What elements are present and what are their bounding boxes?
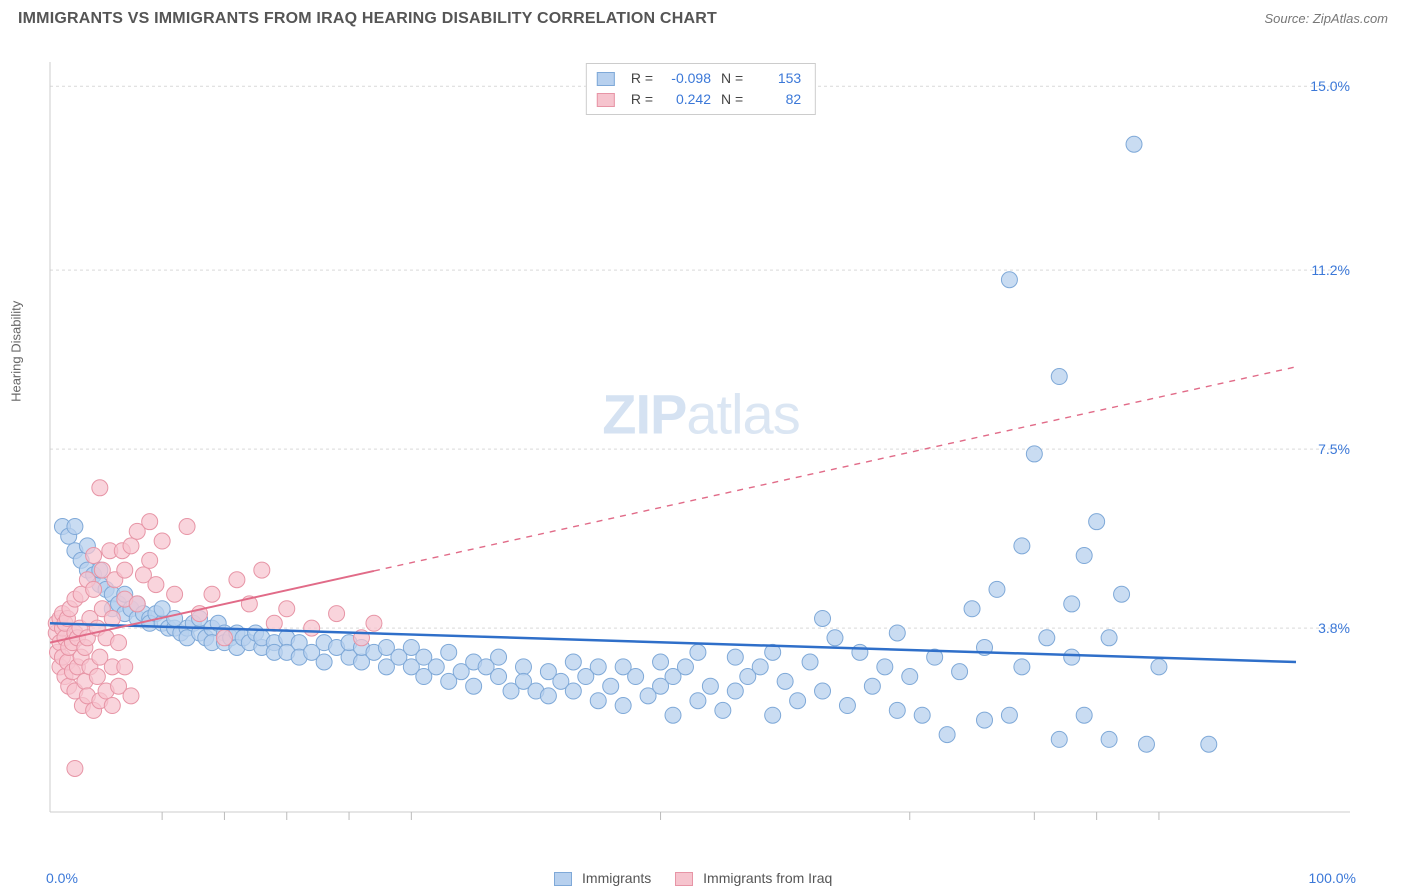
- stats-legend-box: R = -0.098 N = 153 R = 0.242 N = 82: [586, 63, 816, 115]
- chart-title: IMMIGRANTS VS IMMIGRANTS FROM IRAQ HEARI…: [18, 10, 717, 28]
- x-axis-max-label: 100.0%: [1309, 870, 1356, 886]
- legend-item-2: Immigrants from Iraq: [675, 870, 832, 886]
- swatch-series-1: [597, 72, 615, 86]
- swatch-series-2: [597, 93, 615, 107]
- swatch-series-1-icon: [554, 872, 572, 886]
- source-attribution: Source: ZipAtlas.com: [1264, 11, 1388, 26]
- stats-row-series-1: R = -0.098 N = 153: [597, 68, 801, 89]
- scatter-plot: 3.8% 7.5% 11.2% 15.0%: [46, 60, 1356, 830]
- svg-text:11.2%: 11.2%: [1311, 262, 1350, 278]
- svg-text:15.0%: 15.0%: [1310, 78, 1350, 94]
- stats-row-series-2: R = 0.242 N = 82: [597, 89, 801, 110]
- x-axis-row: 0.0% Immigrants Immigrants from Iraq 100…: [46, 870, 1356, 886]
- legend-item-1: Immigrants: [554, 870, 651, 886]
- svg-text:7.5%: 7.5%: [1318, 441, 1350, 457]
- chart-area: 3.8%7.5%11.2%15.0% Hearing Disability ZI…: [46, 60, 1356, 830]
- swatch-series-2-icon: [675, 872, 693, 886]
- svg-text:3.8%: 3.8%: [1318, 620, 1350, 636]
- x-axis-min-label: 0.0%: [46, 870, 78, 886]
- y-axis-label: Hearing Disability: [9, 301, 24, 402]
- bottom-legend: Immigrants Immigrants from Iraq: [554, 870, 832, 886]
